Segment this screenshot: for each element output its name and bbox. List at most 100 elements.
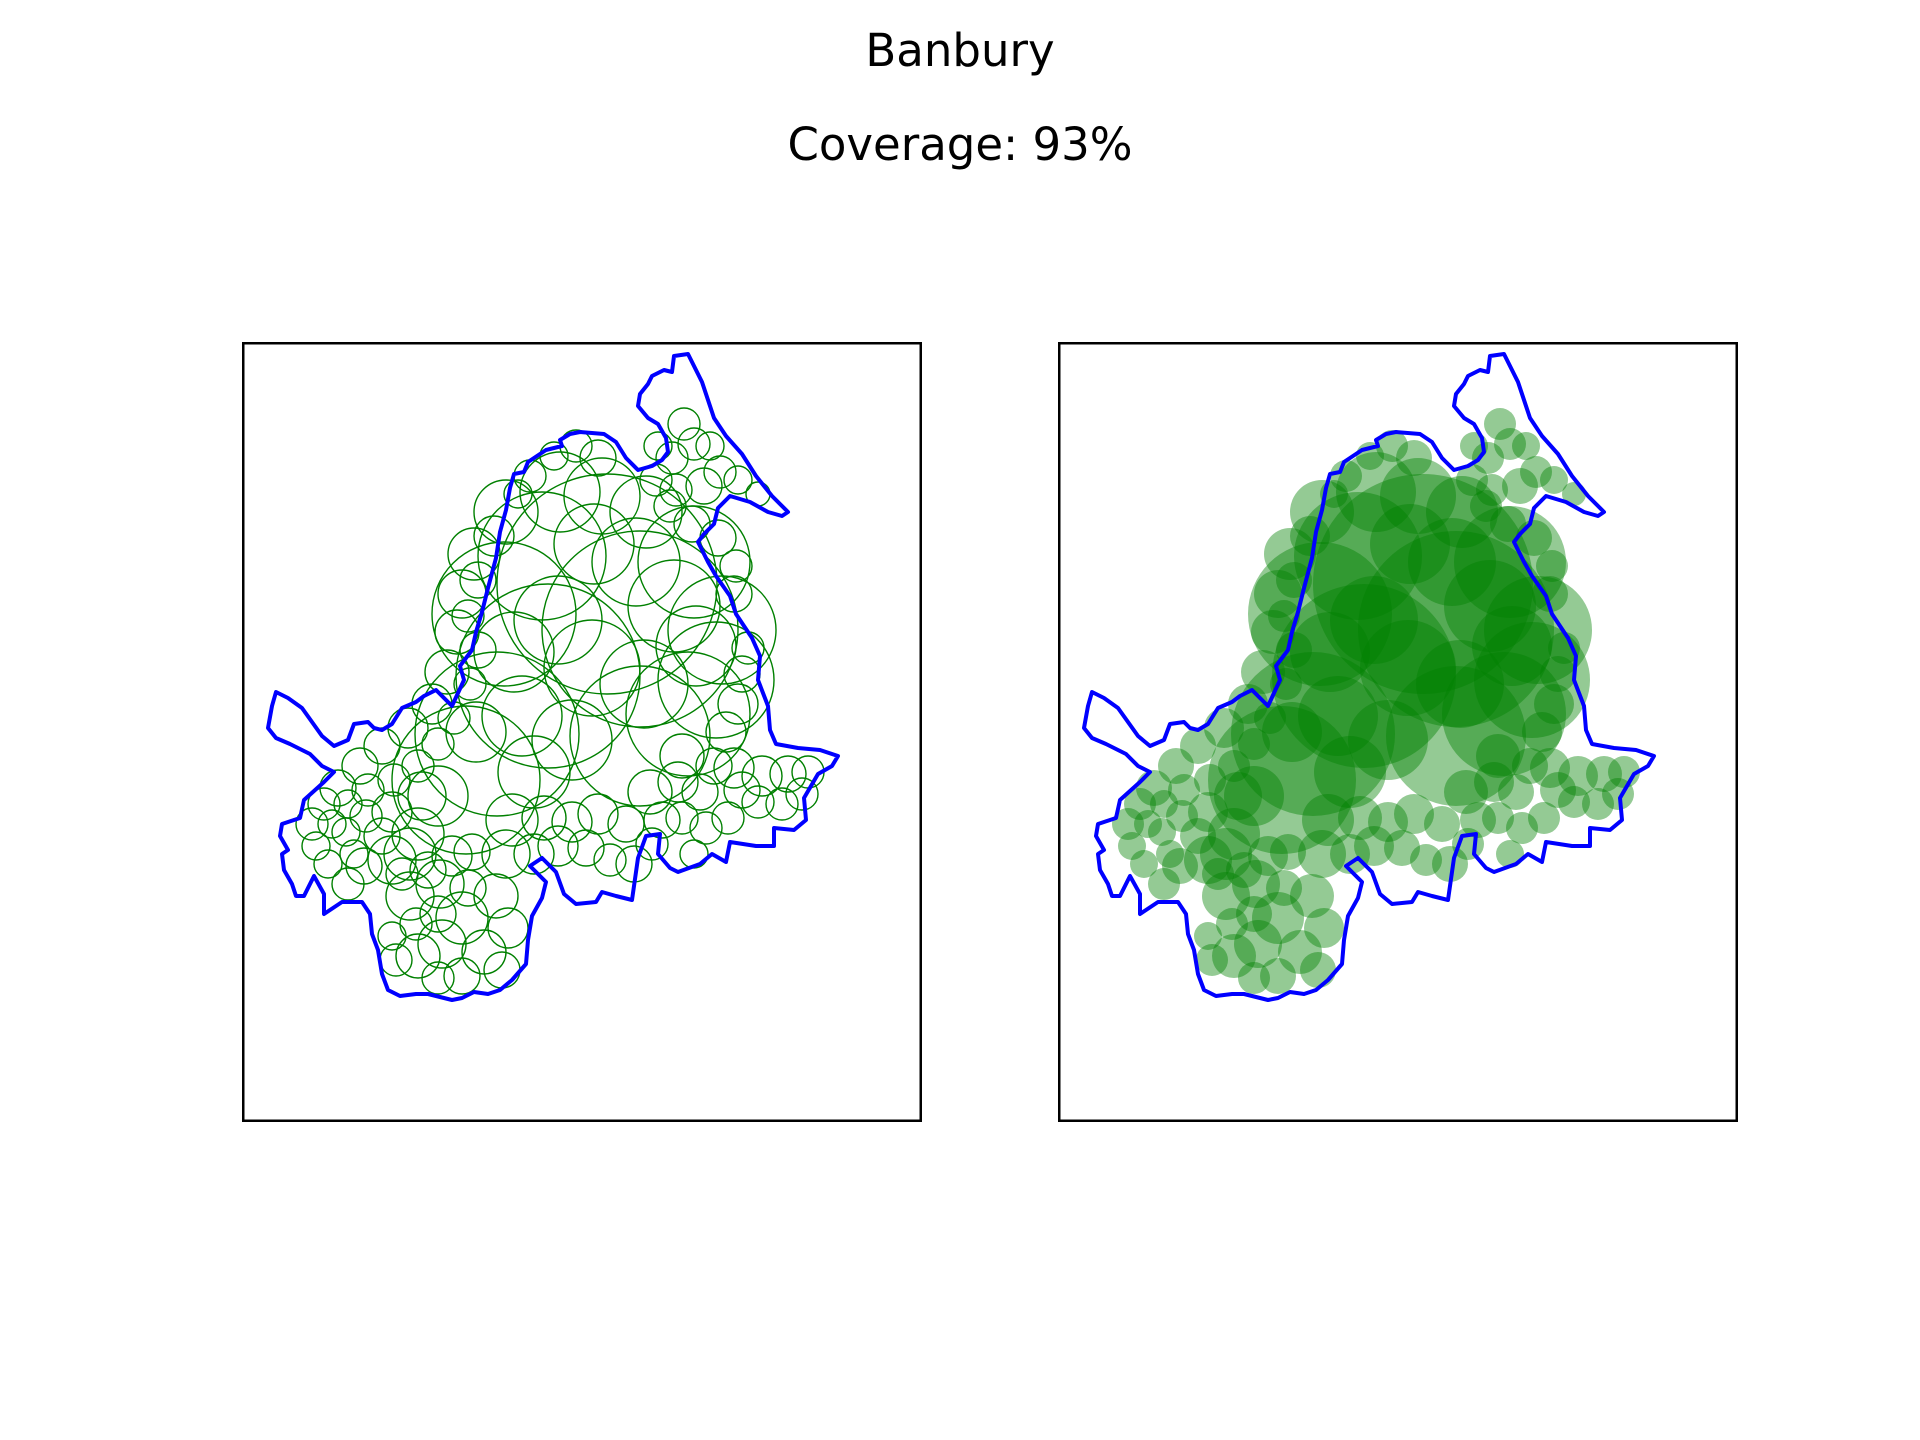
coverage-circle <box>435 891 489 945</box>
coverage-circle <box>1336 452 1416 532</box>
coverage-circle <box>1194 922 1222 950</box>
coverage-circle <box>1534 684 1574 724</box>
coverage-circle <box>513 575 603 665</box>
coverage-circle <box>473 873 519 919</box>
coverage-circle <box>1264 528 1316 580</box>
coverage-circle <box>395 933 441 979</box>
coverage-circle <box>1426 476 1498 548</box>
coverage-circle <box>1540 466 1568 494</box>
coverage-circle <box>307 787 341 821</box>
coverage-circle <box>653 489 687 523</box>
coverage-circle <box>717 683 759 725</box>
coverage-circle <box>609 475 683 549</box>
coverage-circle <box>599 639 689 729</box>
axes-frame <box>242 342 922 1122</box>
coverage-circle <box>1376 430 1408 462</box>
coverage-circle <box>1232 860 1280 908</box>
coverage-circle <box>1290 874 1334 918</box>
coverage-circle <box>1194 764 1226 796</box>
coverage-circle <box>713 747 755 789</box>
coverage-circle <box>541 530 739 728</box>
coverage-circle <box>1330 460 1362 492</box>
coverage-circle <box>301 831 331 861</box>
coverage-circle <box>473 611 555 693</box>
coverage-circle <box>414 651 580 817</box>
coverage-circle <box>673 505 711 543</box>
coverage-circle <box>723 465 753 495</box>
coverage-circle <box>1558 786 1590 818</box>
coverage-circle <box>391 807 445 861</box>
coverage-circle <box>1236 896 1272 932</box>
right-map-panel <box>1058 342 1738 1122</box>
coverage-circle <box>1470 490 1502 522</box>
coverage-circle <box>685 467 723 505</box>
coverage-circle <box>1368 802 1408 842</box>
coverage-circle <box>397 771 447 821</box>
coverage-subtitle: Coverage: 93% <box>787 118 1133 171</box>
coverage-circle <box>497 735 571 809</box>
coverage-circle <box>1472 606 1552 686</box>
coverage-circle <box>1252 892 1304 944</box>
coverage-circle <box>1540 656 1576 692</box>
coverage-circle <box>1216 908 1248 940</box>
coverage-circle <box>1460 802 1496 838</box>
coverage-circle <box>1134 810 1162 838</box>
coverage-circle <box>1268 600 1300 632</box>
coverage-circle <box>363 727 401 765</box>
coverage-circle <box>1251 610 1295 654</box>
coverage-circle <box>1454 506 1566 618</box>
coverage-circle <box>421 727 455 761</box>
coverage-circle <box>785 777 819 811</box>
left-map-panel <box>242 342 922 1122</box>
coverage-circle <box>1166 800 1198 832</box>
coverage-circle <box>1302 794 1354 846</box>
coverage-circle <box>431 541 577 687</box>
coverage-circles <box>1112 408 1640 994</box>
coverage-circle <box>1148 868 1180 900</box>
coverage-circle <box>333 789 363 819</box>
coverage-circle <box>419 895 457 933</box>
coverage-circle <box>1200 828 1252 880</box>
coverage-circle <box>551 801 593 843</box>
coverage-circle <box>473 479 539 545</box>
coverage-circle <box>1208 808 1260 860</box>
coverage-circle <box>1360 620 1456 716</box>
coverage-circle <box>1276 632 1312 668</box>
coverage-circle <box>677 427 711 461</box>
coverage-circle <box>349 799 383 833</box>
coverage-circle <box>443 957 481 995</box>
coverage-circle <box>723 655 761 693</box>
coverage-circle <box>1260 958 1296 994</box>
coverage-circle <box>1586 756 1622 792</box>
banbury-boundary <box>1082 352 1656 1002</box>
coverage-circle <box>625 651 751 777</box>
coverage-circle <box>1442 652 1566 776</box>
coverage-circle <box>1112 808 1144 840</box>
coverage-circle <box>705 711 747 753</box>
coverage-circle <box>1484 408 1516 440</box>
coverage-circle <box>1548 632 1580 664</box>
coverage-circle <box>703 455 737 489</box>
coverage-circle <box>1444 770 1488 814</box>
coverage-circle <box>503 479 533 509</box>
coverage-circle <box>1558 756 1598 796</box>
coverage-circle <box>1218 750 1250 782</box>
coverage-circle <box>635 827 669 861</box>
coverage-circle <box>643 431 673 461</box>
coverage-circle <box>453 667 487 701</box>
coverage-circle <box>681 773 719 811</box>
coverage-circle <box>521 795 567 841</box>
coverage-circle <box>1180 728 1216 764</box>
coverage-circle <box>1384 830 1420 866</box>
coverage-circle <box>1118 832 1146 860</box>
coverage-circle <box>431 835 473 877</box>
coverage-circle <box>1354 826 1394 866</box>
coverage-circle <box>1490 506 1526 542</box>
coverage-circles <box>295 407 825 995</box>
coverage-circle <box>1158 748 1194 784</box>
coverage-circle <box>1294 492 1422 620</box>
coverage-circle <box>1298 676 1378 756</box>
coverage-circle <box>553 503 635 585</box>
coverage-circle <box>1536 550 1568 582</box>
coverage-circle <box>1338 796 1382 840</box>
